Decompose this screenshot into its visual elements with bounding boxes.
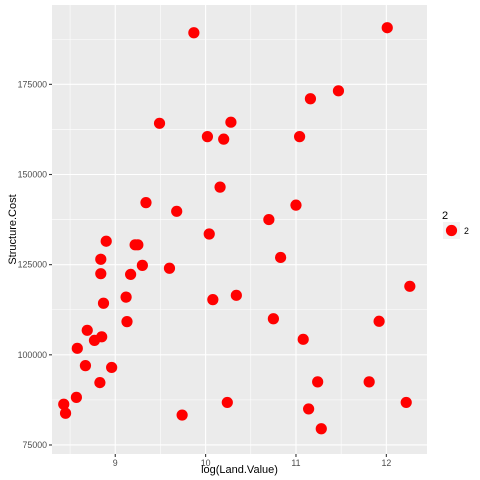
legend-key-marker (445, 224, 458, 237)
data-point (125, 268, 137, 280)
data-point (363, 376, 375, 388)
x-tick-label: 9 (113, 458, 118, 468)
data-point (293, 131, 306, 143)
data-point (267, 313, 279, 325)
data-point (275, 251, 287, 264)
data-point (140, 197, 152, 209)
data-point (132, 239, 144, 251)
data-point (312, 376, 324, 388)
data-point (121, 316, 133, 328)
data-point (58, 398, 70, 410)
data-point (171, 205, 183, 217)
minor-gridlines (52, 5, 427, 454)
data-point (59, 407, 72, 419)
major-gridlines (52, 5, 427, 454)
data-point (188, 27, 200, 39)
data-point (225, 116, 237, 128)
data-point (163, 262, 176, 274)
legend: 2 2 (442, 210, 469, 239)
x-tick-label: 11 (291, 458, 300, 468)
data-point (95, 253, 107, 265)
data-point (136, 259, 148, 271)
data-point (96, 331, 108, 343)
data-point (230, 289, 242, 301)
data-point (201, 131, 214, 143)
y-tick-label: 175000 (18, 79, 47, 89)
x-axis-title: log(Land.Value) (201, 464, 278, 476)
data-point (95, 268, 107, 280)
y-axis-title: Structure.Cost (7, 194, 19, 264)
data-point (70, 391, 82, 403)
data-point (303, 403, 315, 415)
data-point (263, 213, 275, 226)
data-point (100, 235, 112, 247)
legend-entry-label: 2 (464, 226, 469, 236)
data-point (404, 280, 416, 292)
data-point (218, 133, 230, 145)
y-tick-label: 100000 (18, 350, 47, 360)
data-point (400, 396, 412, 409)
x-tick-label: 12 (381, 458, 391, 468)
x-tick-label: 10 (201, 458, 211, 468)
data-point (176, 409, 188, 421)
data-point (290, 199, 302, 211)
y-axis: 75000 100000 125000 150000 175000 (18, 79, 52, 450)
y-tick-label: 75000 (23, 440, 48, 450)
data-point (81, 324, 93, 336)
data-point (120, 291, 132, 303)
data-point (373, 315, 385, 327)
data-point (106, 361, 118, 374)
legend-title: 2 (442, 210, 448, 222)
data-point (221, 396, 233, 409)
data-points (58, 22, 416, 435)
data-point (214, 181, 226, 193)
data-point (79, 360, 92, 372)
data-point (153, 117, 166, 129)
data-point (94, 376, 106, 389)
data-point (381, 22, 393, 34)
data-point (315, 423, 327, 435)
x-axis: 9 10 11 12 (113, 454, 391, 468)
data-point (97, 297, 110, 309)
y-tick-label: 125000 (18, 260, 47, 270)
data-point (304, 93, 317, 105)
data-point (203, 228, 215, 240)
data-point (332, 85, 345, 97)
data-point (297, 333, 309, 345)
data-point (207, 294, 219, 306)
data-point (71, 342, 83, 354)
y-tick-label: 150000 (18, 170, 47, 180)
